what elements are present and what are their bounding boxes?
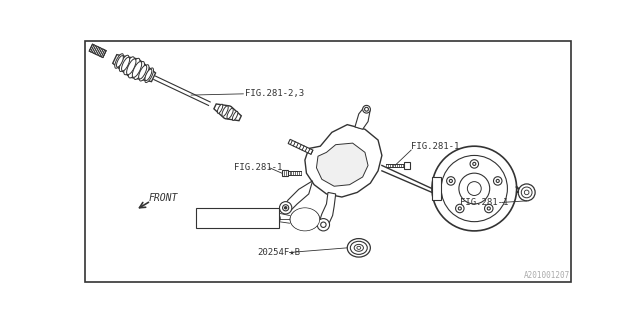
Ellipse shape bbox=[145, 69, 152, 81]
Circle shape bbox=[365, 107, 369, 111]
Circle shape bbox=[321, 222, 326, 228]
Text: 28411 <RH>: 28411 <RH> bbox=[198, 209, 252, 218]
Circle shape bbox=[470, 160, 479, 168]
Circle shape bbox=[487, 207, 490, 210]
Circle shape bbox=[456, 204, 464, 213]
Circle shape bbox=[518, 184, 535, 201]
Polygon shape bbox=[319, 192, 336, 226]
Text: FIG.281-2,3: FIG.281-2,3 bbox=[245, 89, 304, 98]
Ellipse shape bbox=[132, 61, 141, 77]
Ellipse shape bbox=[139, 65, 147, 79]
Circle shape bbox=[459, 173, 490, 204]
Circle shape bbox=[467, 182, 481, 196]
Polygon shape bbox=[316, 143, 368, 186]
Text: A201001207: A201001207 bbox=[524, 271, 570, 280]
Text: FIG.281-1: FIG.281-1 bbox=[411, 142, 460, 151]
Circle shape bbox=[458, 207, 461, 210]
Polygon shape bbox=[113, 55, 156, 82]
Circle shape bbox=[280, 202, 292, 214]
Text: 20254F★B: 20254F★B bbox=[257, 248, 300, 257]
Bar bbox=[196, 208, 279, 228]
Circle shape bbox=[521, 187, 532, 198]
Polygon shape bbox=[305, 124, 382, 197]
Bar bbox=[282, 170, 288, 176]
Text: 20254D: 20254D bbox=[250, 215, 282, 224]
Polygon shape bbox=[432, 177, 441, 200]
Polygon shape bbox=[214, 104, 241, 121]
Ellipse shape bbox=[222, 106, 228, 116]
Ellipse shape bbox=[122, 57, 130, 71]
Circle shape bbox=[524, 190, 529, 195]
Ellipse shape bbox=[218, 104, 223, 113]
Polygon shape bbox=[284, 181, 312, 212]
Circle shape bbox=[493, 177, 502, 185]
Circle shape bbox=[283, 205, 289, 211]
Ellipse shape bbox=[119, 55, 129, 72]
Ellipse shape bbox=[129, 58, 140, 78]
Text: FIG.281-1: FIG.281-1 bbox=[234, 163, 282, 172]
Polygon shape bbox=[154, 76, 210, 105]
Ellipse shape bbox=[134, 61, 145, 79]
Ellipse shape bbox=[124, 57, 134, 75]
Polygon shape bbox=[288, 139, 313, 154]
Circle shape bbox=[496, 180, 499, 182]
Circle shape bbox=[473, 162, 476, 165]
Polygon shape bbox=[89, 44, 106, 58]
Circle shape bbox=[363, 105, 371, 113]
Circle shape bbox=[441, 156, 508, 222]
Circle shape bbox=[447, 177, 455, 185]
Ellipse shape bbox=[295, 212, 315, 227]
Polygon shape bbox=[355, 106, 371, 129]
Ellipse shape bbox=[357, 246, 361, 249]
Circle shape bbox=[449, 180, 452, 182]
Ellipse shape bbox=[299, 215, 311, 224]
Ellipse shape bbox=[300, 215, 310, 223]
Circle shape bbox=[432, 146, 516, 231]
Ellipse shape bbox=[227, 108, 233, 119]
Circle shape bbox=[484, 204, 493, 213]
Ellipse shape bbox=[354, 244, 364, 251]
Ellipse shape bbox=[115, 54, 124, 68]
Ellipse shape bbox=[127, 59, 136, 75]
Text: FRONT: FRONT bbox=[148, 193, 178, 203]
Ellipse shape bbox=[348, 239, 371, 257]
Text: 28411A<LH>: 28411A<LH> bbox=[198, 217, 252, 226]
Ellipse shape bbox=[116, 56, 124, 67]
Circle shape bbox=[285, 207, 287, 209]
Ellipse shape bbox=[302, 217, 308, 222]
Ellipse shape bbox=[291, 209, 319, 230]
Text: FIG.281-1: FIG.281-1 bbox=[460, 198, 509, 207]
Ellipse shape bbox=[140, 65, 149, 81]
Ellipse shape bbox=[294, 211, 316, 228]
Ellipse shape bbox=[232, 111, 238, 120]
Circle shape bbox=[317, 219, 330, 231]
Ellipse shape bbox=[290, 208, 320, 231]
Ellipse shape bbox=[350, 241, 367, 254]
Ellipse shape bbox=[145, 68, 154, 83]
Bar bbox=[404, 162, 410, 169]
